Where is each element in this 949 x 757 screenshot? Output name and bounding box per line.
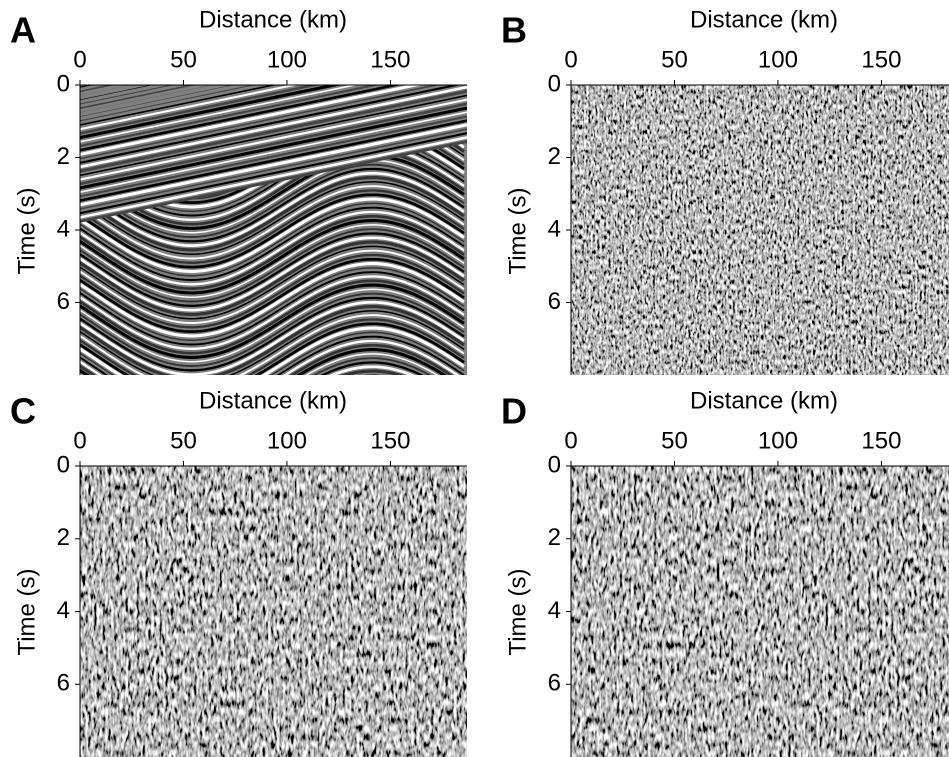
y-tick-label: 2: [57, 143, 70, 170]
x-axis-label: Distance (km): [690, 387, 838, 414]
panel-label: A: [10, 10, 36, 51]
y-tick-label: 2: [548, 143, 561, 170]
panel: 0 50 100 150 0 2 4 6 Distance (km) Time (s) A: [10, 6, 467, 375]
x-tick-label: 150: [861, 427, 901, 454]
y-tick-label: 6: [548, 288, 561, 315]
x-axis-label: Distance (km): [690, 6, 838, 33]
y-tick-label: 0: [548, 70, 561, 97]
y-tick-label: 2: [548, 524, 561, 551]
y-axis-label: Time (s): [13, 568, 40, 655]
x-tick-label: 100: [267, 427, 307, 454]
panel: 0 50 100 150 0 2 4 6 Distance (km) Time (s) C: [10, 387, 467, 757]
y-tick-label: 4: [57, 597, 70, 624]
y-axis-label: Time (s): [504, 187, 531, 274]
seismic-image: [80, 85, 467, 375]
x-tick-label: 0: [73, 427, 86, 454]
y-tick-label: 0: [57, 70, 70, 97]
x-tick-label: 0: [564, 46, 577, 73]
x-tick-label: 100: [267, 46, 307, 73]
x-axis-label: Distance (km): [199, 6, 347, 33]
y-tick-label: 4: [548, 597, 561, 624]
x-tick-label: 100: [758, 427, 798, 454]
x-tick-label: 100: [758, 46, 798, 73]
x-tick-label: 0: [73, 46, 86, 73]
panel: 0 50 100 150 0 2 4 6 Distance (km) Time (s) B: [501, 6, 949, 375]
x-tick-label: 150: [370, 46, 410, 73]
y-axis-label: Time (s): [504, 568, 531, 655]
x-tick-label: 50: [661, 46, 688, 73]
seismic-image: [571, 85, 949, 375]
x-axis-label: Distance (km): [199, 387, 347, 414]
x-tick-label: 50: [170, 46, 197, 73]
panel-label: B: [501, 10, 527, 51]
y-tick-label: 4: [57, 215, 70, 242]
y-tick-label: 4: [548, 215, 561, 242]
y-axis-label: Time (s): [13, 187, 40, 274]
x-tick-label: 150: [861, 46, 901, 73]
y-tick-label: 2: [57, 524, 70, 551]
x-tick-label: 0: [564, 427, 577, 454]
panel-label: C: [10, 391, 36, 432]
panel-label: D: [501, 391, 527, 432]
y-tick-label: 6: [548, 670, 561, 697]
seismic-image: [80, 466, 467, 757]
seismic-image: [571, 466, 949, 757]
y-tick-label: 0: [57, 451, 70, 478]
y-tick-label: 0: [548, 451, 561, 478]
panel: 0 50 100 150 0 2 4 6 Distance (km) Time (s) D: [501, 387, 949, 757]
x-tick-label: 50: [170, 427, 197, 454]
y-tick-label: 6: [57, 670, 70, 697]
y-tick-label: 6: [57, 288, 70, 315]
x-tick-label: 150: [370, 427, 410, 454]
x-tick-label: 50: [661, 427, 688, 454]
